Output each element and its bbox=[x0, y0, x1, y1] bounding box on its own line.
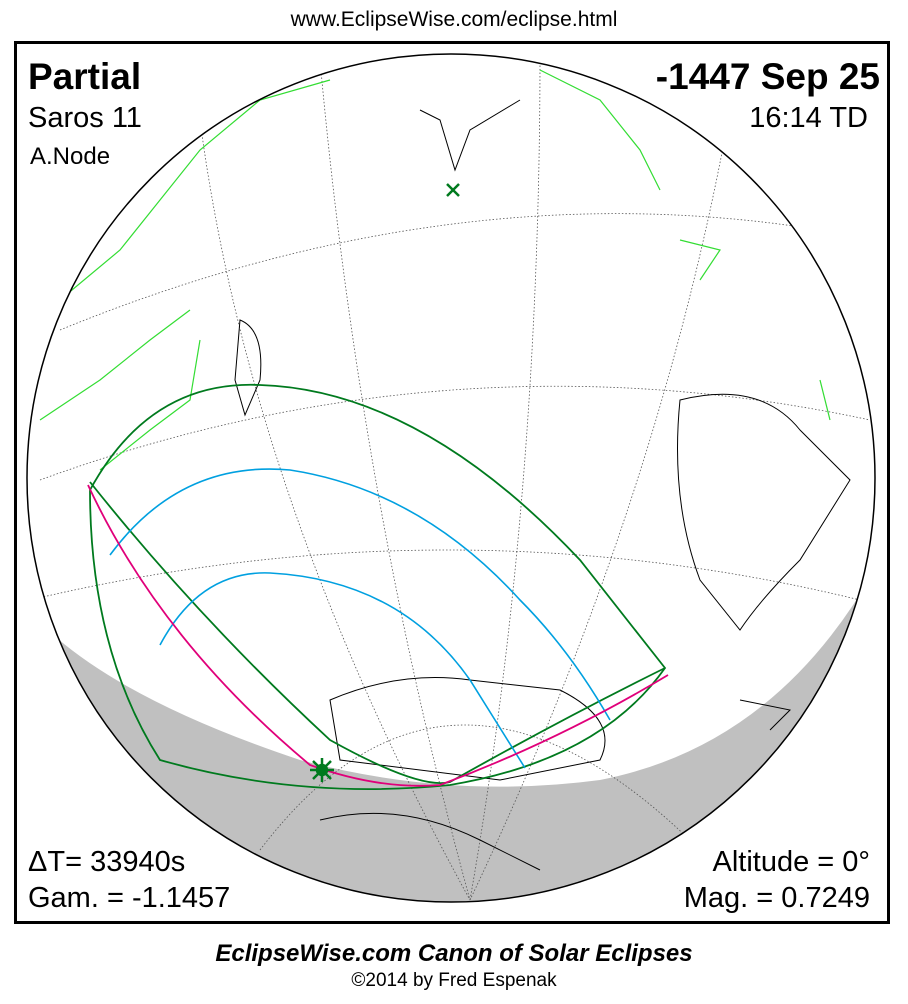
rise-set-curve bbox=[87, 484, 669, 787]
magnitude-curve-1 bbox=[109, 468, 611, 721]
magnitude: Mag. = 0.7249 bbox=[683, 882, 870, 914]
gamma: Gam. = -1.1457 bbox=[28, 882, 231, 914]
sub-solar-point-icon bbox=[446, 183, 460, 197]
globe bbox=[27, 54, 875, 902]
globe-outline bbox=[26, 53, 876, 903]
penumbra-inner-curve bbox=[89, 481, 666, 784]
map-frame bbox=[14, 41, 890, 924]
coastlines bbox=[234, 99, 851, 871]
penumbra-outer-limit bbox=[89, 383, 667, 790]
eclipse-date: -1447 Sep 25 bbox=[655, 56, 880, 97]
delta-t: ΔT= 33940s bbox=[28, 846, 186, 878]
eclipse-time: 16:14 TD bbox=[749, 102, 868, 134]
source-url: www.EclipseWise.com/eclipse.html bbox=[290, 8, 618, 31]
country-borders bbox=[39, 69, 831, 471]
magnitude-curve-2 bbox=[159, 572, 526, 769]
altitude: Altitude = 0° bbox=[712, 846, 870, 878]
saros-number: Saros 11 bbox=[28, 102, 142, 134]
lunar-node: A.Node bbox=[30, 143, 111, 170]
canon-title: EclipseWise.com Canon of Solar Eclipses bbox=[215, 940, 693, 967]
greatest-eclipse-star-icon bbox=[310, 758, 334, 782]
copyright: ©2014 by Fred Espenak bbox=[351, 970, 557, 991]
eclipse-type: Partial bbox=[28, 56, 142, 97]
